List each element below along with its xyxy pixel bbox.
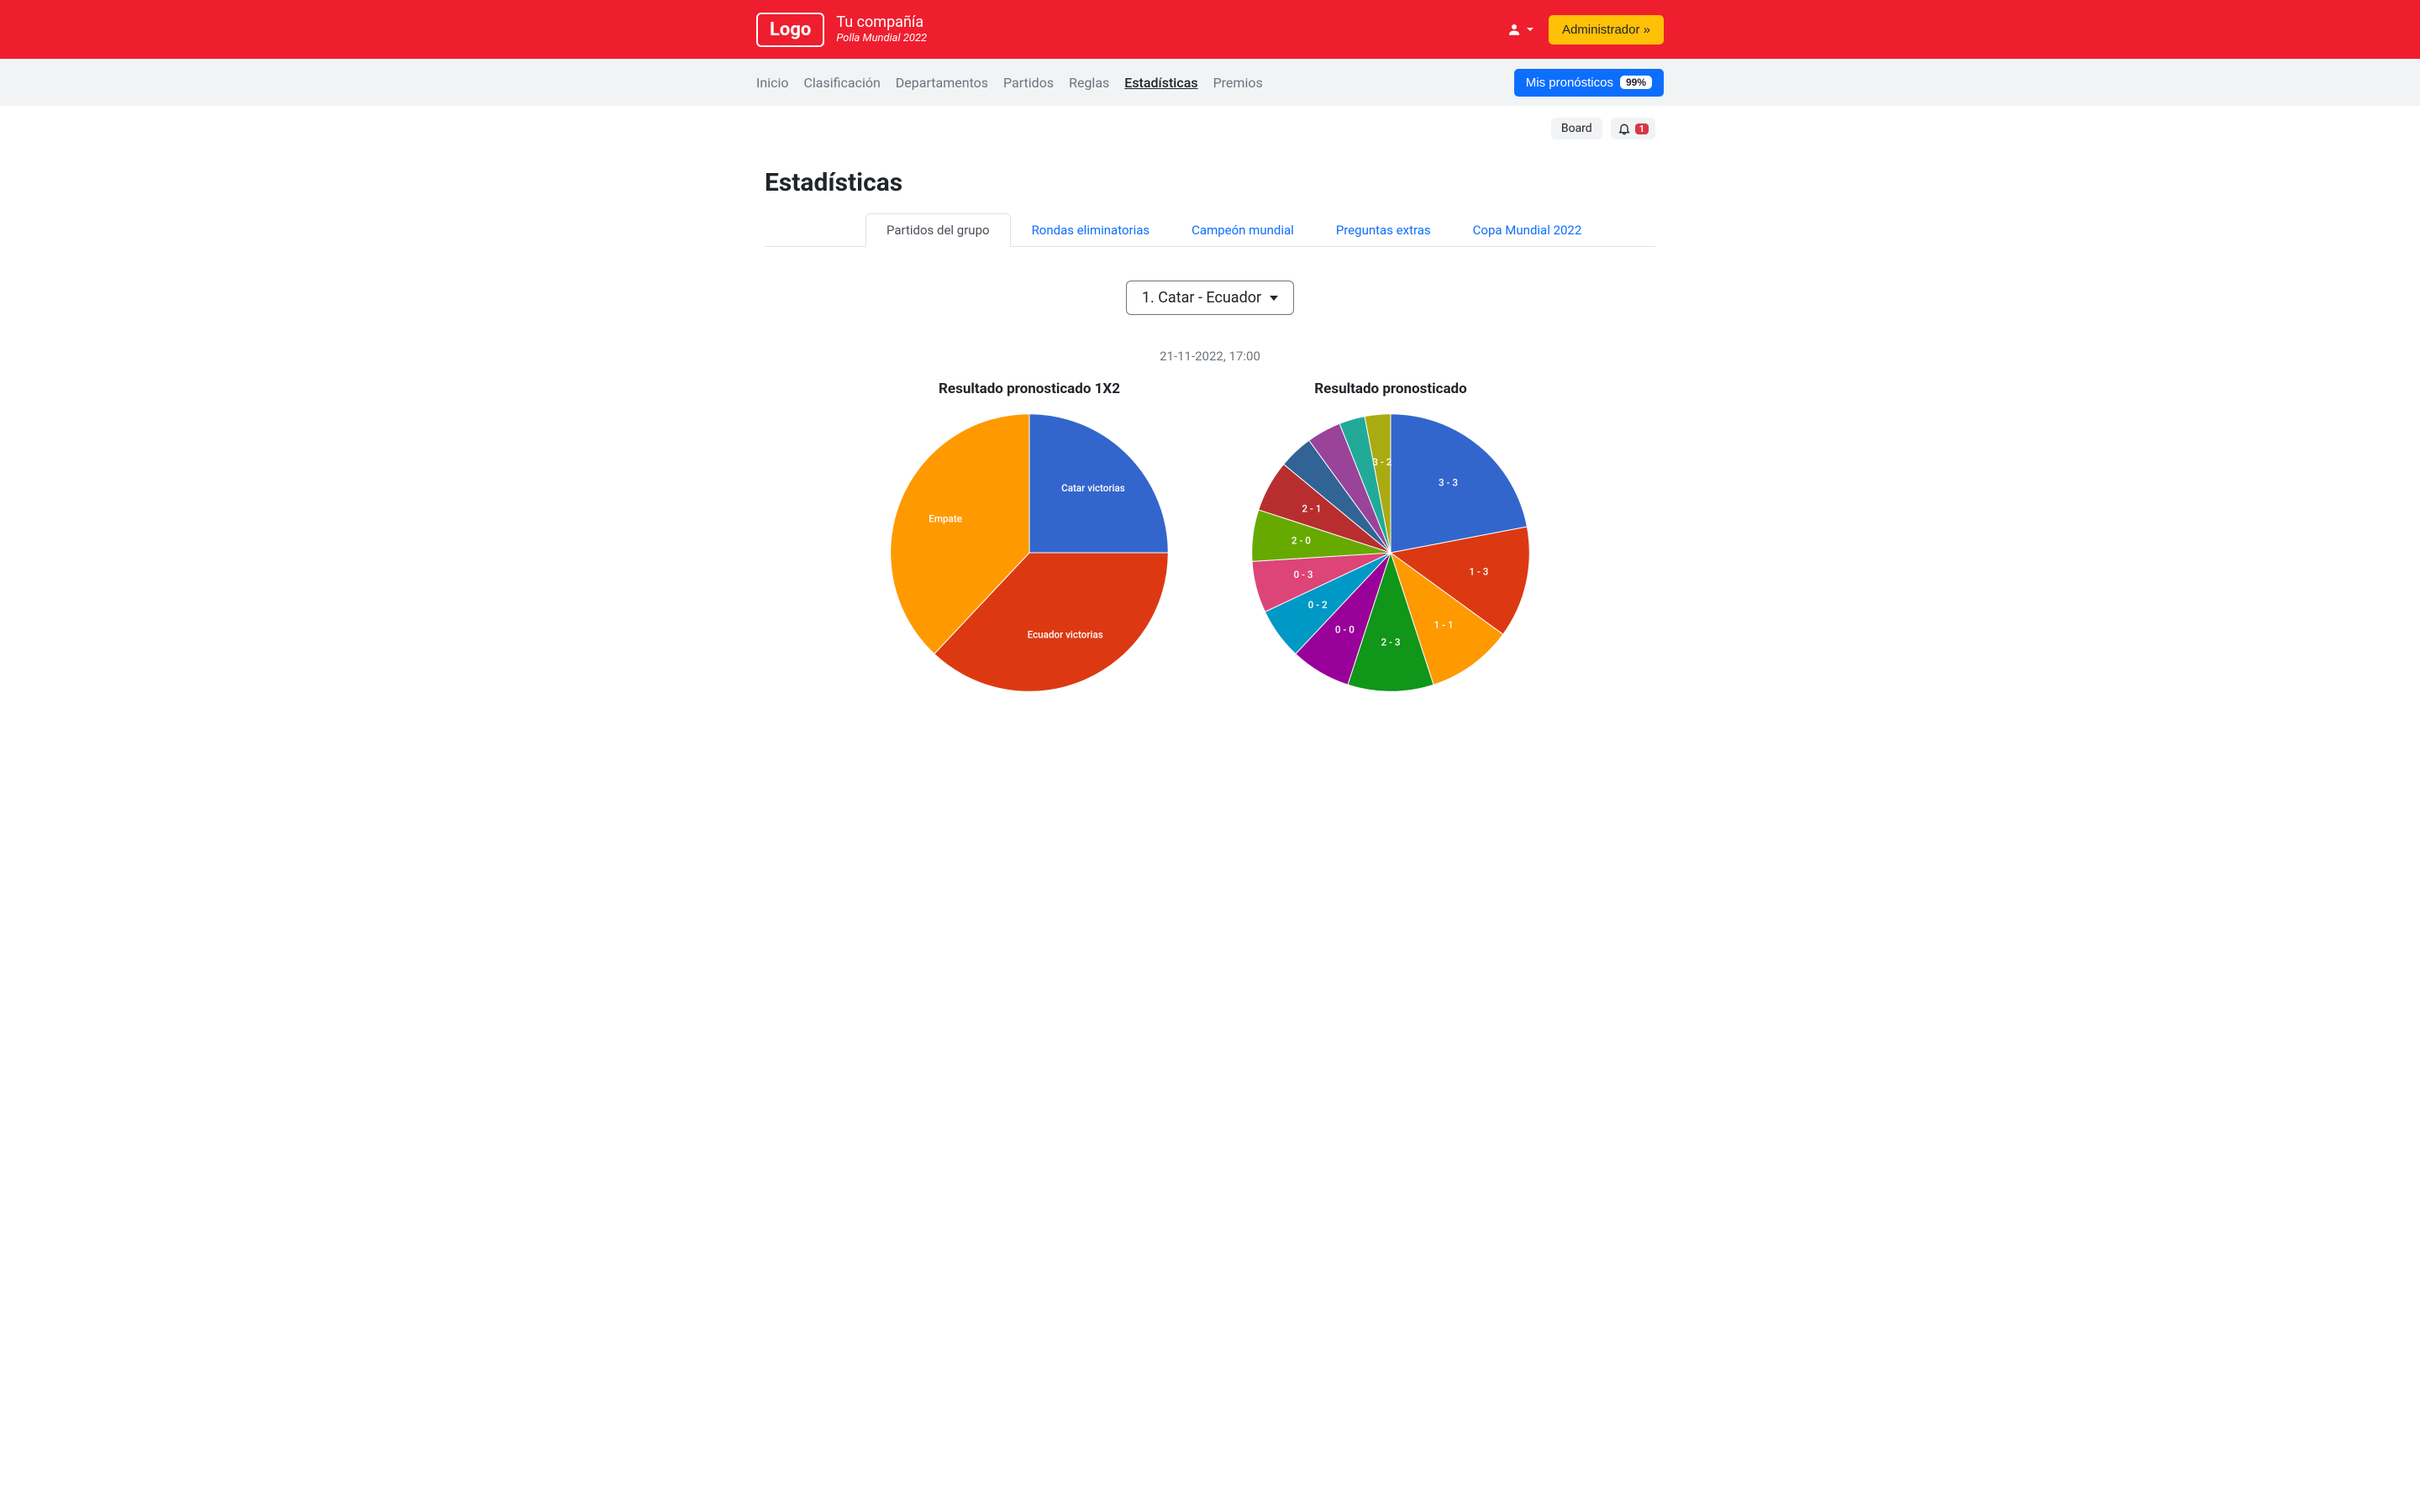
nav-links: Inicio Clasificación Departamentos Partidos…	[756, 75, 1263, 91]
company-subtitle: Polla Mundial 2022	[836, 32, 927, 45]
nav-link[interactable]: Reglas	[1069, 75, 1109, 91]
tab[interactable]: Preguntas extras	[1315, 213, 1452, 247]
my-pronostics-label: Mis pronósticos	[1526, 76, 1613, 90]
my-pronostics-button[interactable]: Mis pronósticos 99%	[1514, 69, 1664, 97]
content: 1. Catar - Ecuador 21-11-2022, 17:00 Res…	[765, 247, 1655, 717]
topbar: Logo Tu compañía Polla Mundial 2022 Admi…	[0, 0, 2420, 59]
logo[interactable]: Logo	[756, 13, 824, 47]
chart-scores: Resultado pronosticado 3 - 3 1 - 3 1 - 1 2 …	[1244, 381, 1538, 700]
pie-slice-label: 0 - 3	[1293, 569, 1313, 580]
pie-slice-label: Ecuador victorias	[1028, 629, 1103, 641]
pronostics-badge: 99%	[1620, 76, 1652, 89]
tab[interactable]: Partidos del grupo	[865, 213, 1011, 247]
match-date: 21-11-2022, 17:00	[765, 349, 1655, 364]
user-icon	[1507, 22, 1522, 37]
board-chip[interactable]: Board	[1551, 118, 1602, 139]
nav-link[interactable]: Clasificación	[803, 75, 880, 91]
nav-link[interactable]: Departamentos	[896, 75, 988, 91]
pie-slice-label: 3 - 2	[1372, 456, 1392, 468]
chart-scores-title: Resultado pronosticado	[1314, 381, 1466, 397]
chart-1x2-title: Resultado pronosticado 1X2	[939, 381, 1120, 397]
pie-slice-label: 3 - 3	[1439, 476, 1458, 488]
navbar: Inicio Clasificación Departamentos Partidos…	[0, 59, 2420, 106]
nav-link[interactable]: Partidos	[1003, 75, 1054, 91]
pie-slice-label: 2 - 0	[1292, 535, 1311, 547]
bell-icon	[1618, 122, 1631, 135]
pie-slice-label: 1 - 1	[1434, 619, 1454, 631]
pie-1x2: Catar victorias Ecuador victorias Empate	[882, 406, 1176, 700]
pie-scores: 3 - 3 1 - 3 1 - 1 2 - 3 0 - 0 0 - 2 0 - 3 2 - 0…	[1244, 406, 1538, 700]
match-select[interactable]: 1. Catar - Ecuador	[1126, 281, 1294, 315]
match-select-label: 1. Catar - Ecuador	[1142, 289, 1261, 307]
company-block: Tu compañía Polla Mundial 2022	[836, 13, 927, 45]
admin-button[interactable]: Administrador »	[1549, 15, 1664, 45]
company-name: Tu compañía	[836, 13, 927, 32]
pie-slice-label: 2 - 1	[1302, 502, 1321, 514]
chart-1x2: Resultado pronosticado 1X2 Catar victori…	[882, 381, 1176, 700]
tabs: Partidos del grupoRondas eliminatoriasCa…	[765, 213, 1655, 247]
pie-slice-label: 0 - 0	[1335, 624, 1355, 636]
pie-slice-label: 0 - 2	[1308, 599, 1328, 611]
page-title: Estadísticas	[765, 168, 1655, 197]
nav-link[interactable]: Estadísticas	[1124, 75, 1197, 91]
user-menu[interactable]	[1507, 22, 1534, 37]
pie-slice-label: Catar victorias	[1061, 482, 1125, 494]
nav-link[interactable]: Premios	[1213, 75, 1263, 91]
notifications[interactable]: 1	[1611, 118, 1655, 139]
subrow: Board 1	[765, 106, 1655, 146]
pie-slice-label: 2 - 3	[1381, 637, 1400, 648]
nav-link[interactable]: Inicio	[756, 75, 788, 91]
caret-down-icon	[1527, 28, 1534, 31]
pie-slice-label: Empate	[929, 513, 962, 525]
tab[interactable]: Rondas eliminatorias	[1011, 213, 1171, 247]
notification-count: 1	[1635, 123, 1649, 134]
tab[interactable]: Copa Mundial 2022	[1452, 213, 1603, 247]
tab[interactable]: Campeón mundial	[1171, 213, 1315, 247]
caret-down-icon	[1270, 296, 1278, 301]
pie-slice-label: 1 - 3	[1469, 566, 1488, 578]
